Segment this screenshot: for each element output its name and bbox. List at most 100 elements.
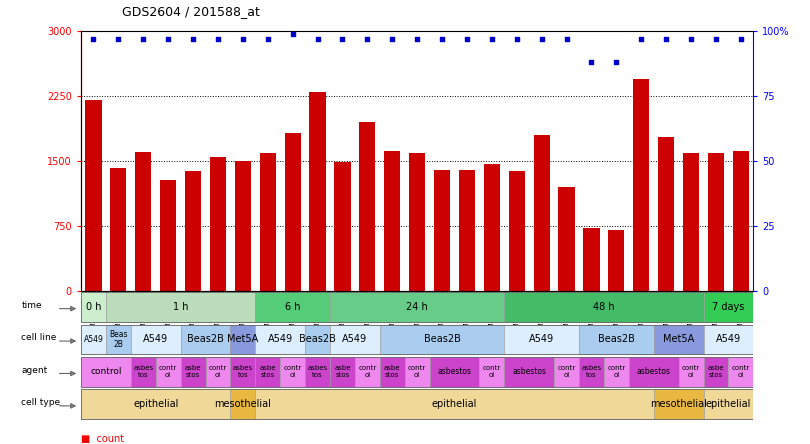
- Bar: [181, 325, 230, 354]
- Point: [411, 36, 424, 43]
- Bar: [255, 292, 330, 322]
- Point: [237, 36, 249, 43]
- Text: A549: A549: [83, 335, 104, 344]
- Bar: [704, 357, 728, 387]
- Bar: [81, 389, 230, 419]
- Text: epithelial: epithelial: [706, 399, 751, 409]
- Bar: [330, 292, 505, 322]
- Bar: [305, 357, 330, 387]
- Bar: [409, 153, 425, 291]
- Text: asbe
stos: asbe stos: [335, 365, 351, 378]
- Text: Beas
2B: Beas 2B: [109, 330, 128, 349]
- Point: [684, 36, 697, 43]
- Point: [137, 36, 150, 43]
- Point: [485, 36, 498, 43]
- Bar: [733, 151, 749, 291]
- Text: asbestos: asbestos: [512, 367, 546, 377]
- Bar: [380, 357, 405, 387]
- Point: [585, 59, 598, 66]
- Point: [361, 36, 374, 43]
- Bar: [160, 180, 177, 291]
- Bar: [633, 79, 650, 291]
- Bar: [429, 357, 480, 387]
- Text: asbe
stos: asbe stos: [185, 365, 202, 378]
- Bar: [156, 357, 181, 387]
- Text: contr
ol: contr ol: [731, 365, 750, 378]
- Text: ■  count: ■ count: [81, 434, 124, 444]
- Bar: [579, 325, 654, 354]
- Bar: [230, 325, 255, 354]
- Text: contr
ol: contr ol: [408, 365, 426, 378]
- Bar: [330, 357, 355, 387]
- Point: [560, 36, 573, 43]
- Text: contr
ol: contr ol: [159, 365, 177, 378]
- Text: Met5A: Met5A: [228, 334, 258, 345]
- Bar: [505, 357, 554, 387]
- Point: [336, 36, 349, 43]
- Text: epithelial: epithelial: [432, 399, 477, 409]
- Text: asbes
tos: asbes tos: [232, 365, 253, 378]
- Text: 0 h: 0 h: [86, 302, 101, 312]
- Bar: [505, 292, 704, 322]
- Text: cell line: cell line: [22, 333, 57, 342]
- Text: mesothelial: mesothelial: [650, 399, 707, 409]
- Text: asbestos: asbestos: [437, 367, 471, 377]
- Bar: [309, 92, 326, 291]
- Point: [87, 36, 100, 43]
- Bar: [360, 122, 376, 291]
- Bar: [81, 325, 106, 354]
- Bar: [135, 152, 151, 291]
- Point: [659, 36, 672, 43]
- Text: GDS2604 / 201588_at: GDS2604 / 201588_at: [122, 5, 259, 18]
- Bar: [534, 135, 550, 291]
- Text: cell type: cell type: [22, 398, 61, 407]
- Bar: [683, 153, 699, 291]
- Bar: [255, 325, 305, 354]
- Text: 6 h: 6 h: [285, 302, 301, 312]
- Bar: [255, 357, 280, 387]
- Bar: [608, 230, 625, 291]
- Bar: [330, 325, 380, 354]
- Bar: [185, 171, 201, 291]
- Bar: [558, 187, 574, 291]
- Point: [286, 30, 299, 37]
- Bar: [728, 357, 753, 387]
- Text: contr
ol: contr ol: [608, 365, 625, 378]
- Point: [510, 36, 523, 43]
- Bar: [708, 153, 724, 291]
- Text: 24 h: 24 h: [407, 302, 428, 312]
- Text: Beas2B: Beas2B: [299, 334, 336, 345]
- Bar: [579, 357, 604, 387]
- Text: asbes
tos: asbes tos: [308, 365, 327, 378]
- Bar: [704, 325, 753, 354]
- Text: contr
ol: contr ol: [682, 365, 700, 378]
- Bar: [384, 151, 400, 291]
- Bar: [206, 357, 230, 387]
- Bar: [484, 163, 500, 291]
- Bar: [85, 100, 101, 291]
- Bar: [305, 325, 330, 354]
- Bar: [704, 389, 753, 419]
- Bar: [629, 357, 679, 387]
- Text: contr
ol: contr ol: [284, 365, 302, 378]
- Bar: [181, 357, 206, 387]
- Point: [610, 59, 623, 66]
- Text: contr
ol: contr ol: [209, 365, 227, 378]
- Bar: [704, 292, 753, 322]
- Bar: [81, 292, 106, 322]
- Bar: [255, 389, 654, 419]
- Bar: [230, 357, 255, 387]
- Bar: [110, 168, 126, 291]
- Text: A549: A549: [716, 334, 741, 345]
- Bar: [554, 357, 579, 387]
- Text: epithelial: epithelial: [133, 399, 178, 409]
- Bar: [604, 357, 629, 387]
- Bar: [505, 325, 579, 354]
- Text: asbe
stos: asbe stos: [259, 365, 276, 378]
- Bar: [480, 357, 505, 387]
- Bar: [284, 133, 301, 291]
- Point: [635, 36, 648, 43]
- Bar: [583, 229, 599, 291]
- Text: Beas2B: Beas2B: [424, 334, 461, 345]
- Bar: [81, 357, 130, 387]
